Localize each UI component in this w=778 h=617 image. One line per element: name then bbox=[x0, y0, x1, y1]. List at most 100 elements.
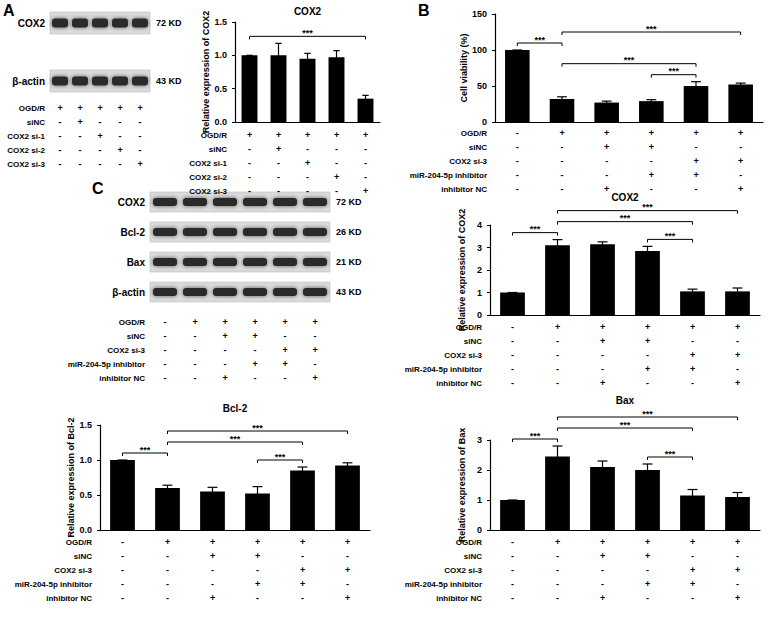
svg-text:0: 0 bbox=[477, 525, 482, 535]
svg-text:50: 50 bbox=[477, 81, 487, 91]
svg-text:+: + bbox=[255, 537, 260, 547]
svg-text:***: *** bbox=[642, 202, 653, 212]
svg-text:***: *** bbox=[624, 55, 635, 65]
svg-text:-: - bbox=[561, 170, 564, 180]
svg-text:-: - bbox=[121, 565, 124, 575]
svg-text:siNC: siNC bbox=[209, 145, 227, 154]
svg-text:+: + bbox=[559, 128, 564, 138]
svg-text:-: - bbox=[194, 359, 197, 369]
svg-text:Relative expression of COX2: Relative expression of COX2 bbox=[201, 11, 211, 134]
svg-text:-: - bbox=[646, 350, 649, 360]
svg-text:-: - bbox=[284, 373, 287, 383]
svg-text:-: - bbox=[364, 172, 367, 182]
svg-text:-: - bbox=[119, 131, 122, 141]
svg-text:miR-204-5p inhibitor: miR-204-5p inhibitor bbox=[68, 360, 145, 369]
svg-text:-: - bbox=[164, 317, 167, 327]
svg-text:***: *** bbox=[665, 231, 676, 241]
svg-text:-: - bbox=[164, 373, 167, 383]
svg-text:-: - bbox=[301, 593, 304, 603]
svg-text:COX2 si-2: COX2 si-2 bbox=[189, 173, 227, 182]
svg-text:-: - bbox=[556, 593, 559, 603]
svg-text:+: + bbox=[282, 345, 287, 355]
svg-text:-: - bbox=[121, 537, 124, 547]
svg-text:-: - bbox=[121, 593, 124, 603]
svg-text:+: + bbox=[222, 331, 227, 341]
svg-text:+: + bbox=[255, 551, 260, 561]
svg-text:+: + bbox=[77, 103, 82, 113]
svg-text:***: *** bbox=[534, 35, 545, 45]
svg-text:-: - bbox=[256, 593, 259, 603]
svg-text:-: - bbox=[59, 159, 62, 169]
svg-text:0.5: 0.5 bbox=[79, 490, 92, 500]
svg-text:-: - bbox=[211, 565, 214, 575]
svg-text:COX2: COX2 bbox=[18, 18, 46, 29]
svg-text:+: + bbox=[117, 145, 122, 155]
svg-text:-: - bbox=[561, 184, 564, 194]
svg-text:+: + bbox=[690, 364, 695, 374]
svg-text:inhibitor NC: inhibitor NC bbox=[441, 185, 487, 194]
svg-text:-: - bbox=[166, 593, 169, 603]
svg-text:***: *** bbox=[530, 224, 541, 234]
svg-text:1: 1 bbox=[477, 495, 482, 505]
svg-text:1: 1 bbox=[477, 288, 482, 298]
svg-text:+: + bbox=[222, 373, 227, 383]
svg-text:100: 100 bbox=[472, 45, 487, 55]
svg-text:-: - bbox=[306, 144, 309, 154]
svg-text:***: *** bbox=[140, 445, 151, 455]
svg-text:+: + bbox=[649, 142, 654, 152]
svg-text:-: - bbox=[277, 172, 280, 182]
svg-text:-: - bbox=[59, 131, 62, 141]
svg-text:-: - bbox=[254, 345, 257, 355]
svg-text:+: + bbox=[282, 359, 287, 369]
svg-text:+: + bbox=[604, 184, 609, 194]
svg-text:siNC: siNC bbox=[469, 143, 487, 152]
svg-text:-: - bbox=[650, 184, 653, 194]
svg-text:siNC: siNC bbox=[464, 552, 482, 561]
svg-text:-: - bbox=[556, 378, 559, 388]
svg-text:+: + bbox=[600, 378, 605, 388]
svg-text:***: *** bbox=[665, 449, 676, 459]
svg-text:OGD/R: OGD/R bbox=[201, 131, 227, 140]
svg-text:COX2 si-3: COX2 si-3 bbox=[107, 346, 145, 355]
svg-text:-: - bbox=[99, 117, 102, 127]
svg-text:-: - bbox=[224, 345, 227, 355]
svg-text:siNC: siNC bbox=[27, 118, 45, 127]
svg-text:43 KD: 43 KD bbox=[156, 76, 182, 86]
svg-text:Bax: Bax bbox=[616, 395, 635, 406]
svg-text:inhibitor NC: inhibitor NC bbox=[99, 374, 145, 383]
svg-text:+: + bbox=[735, 350, 740, 360]
svg-text:-: - bbox=[364, 144, 367, 154]
svg-text:+: + bbox=[276, 144, 281, 154]
svg-text:-: - bbox=[79, 145, 82, 155]
svg-text:-: - bbox=[561, 142, 564, 152]
svg-text:***: *** bbox=[275, 452, 286, 462]
svg-text:-: - bbox=[511, 565, 514, 575]
svg-text:+: + bbox=[649, 170, 654, 180]
svg-text:+: + bbox=[738, 128, 743, 138]
svg-text:-: - bbox=[194, 345, 197, 355]
svg-text:COX2: COX2 bbox=[118, 197, 146, 208]
svg-text:-: - bbox=[511, 537, 514, 547]
svg-text:-: - bbox=[511, 322, 514, 332]
svg-text:-: - bbox=[695, 142, 698, 152]
svg-text:+: + bbox=[300, 565, 305, 575]
svg-text:-: - bbox=[516, 184, 519, 194]
svg-text:+: + bbox=[693, 156, 698, 166]
svg-text:-: - bbox=[516, 156, 519, 166]
svg-text:4: 4 bbox=[477, 220, 482, 230]
svg-text:Bcl-2: Bcl-2 bbox=[223, 403, 248, 414]
svg-text:+: + bbox=[137, 103, 142, 113]
svg-text:-: - bbox=[194, 331, 197, 341]
svg-text:-: - bbox=[601, 565, 604, 575]
svg-text:-: - bbox=[650, 156, 653, 166]
svg-text:72 KD: 72 KD bbox=[156, 18, 182, 28]
svg-text:+: + bbox=[252, 331, 257, 341]
svg-text:OGD/R: OGD/R bbox=[461, 129, 487, 138]
svg-text:2: 2 bbox=[477, 465, 482, 475]
svg-text:-: - bbox=[511, 350, 514, 360]
svg-text:-: - bbox=[691, 378, 694, 388]
svg-text:+: + bbox=[690, 350, 695, 360]
svg-text:COX2 si-3: COX2 si-3 bbox=[54, 566, 92, 575]
svg-text:***: *** bbox=[302, 28, 313, 38]
svg-text:miR-204-5p inhibitor: miR-204-5p inhibitor bbox=[15, 580, 92, 589]
